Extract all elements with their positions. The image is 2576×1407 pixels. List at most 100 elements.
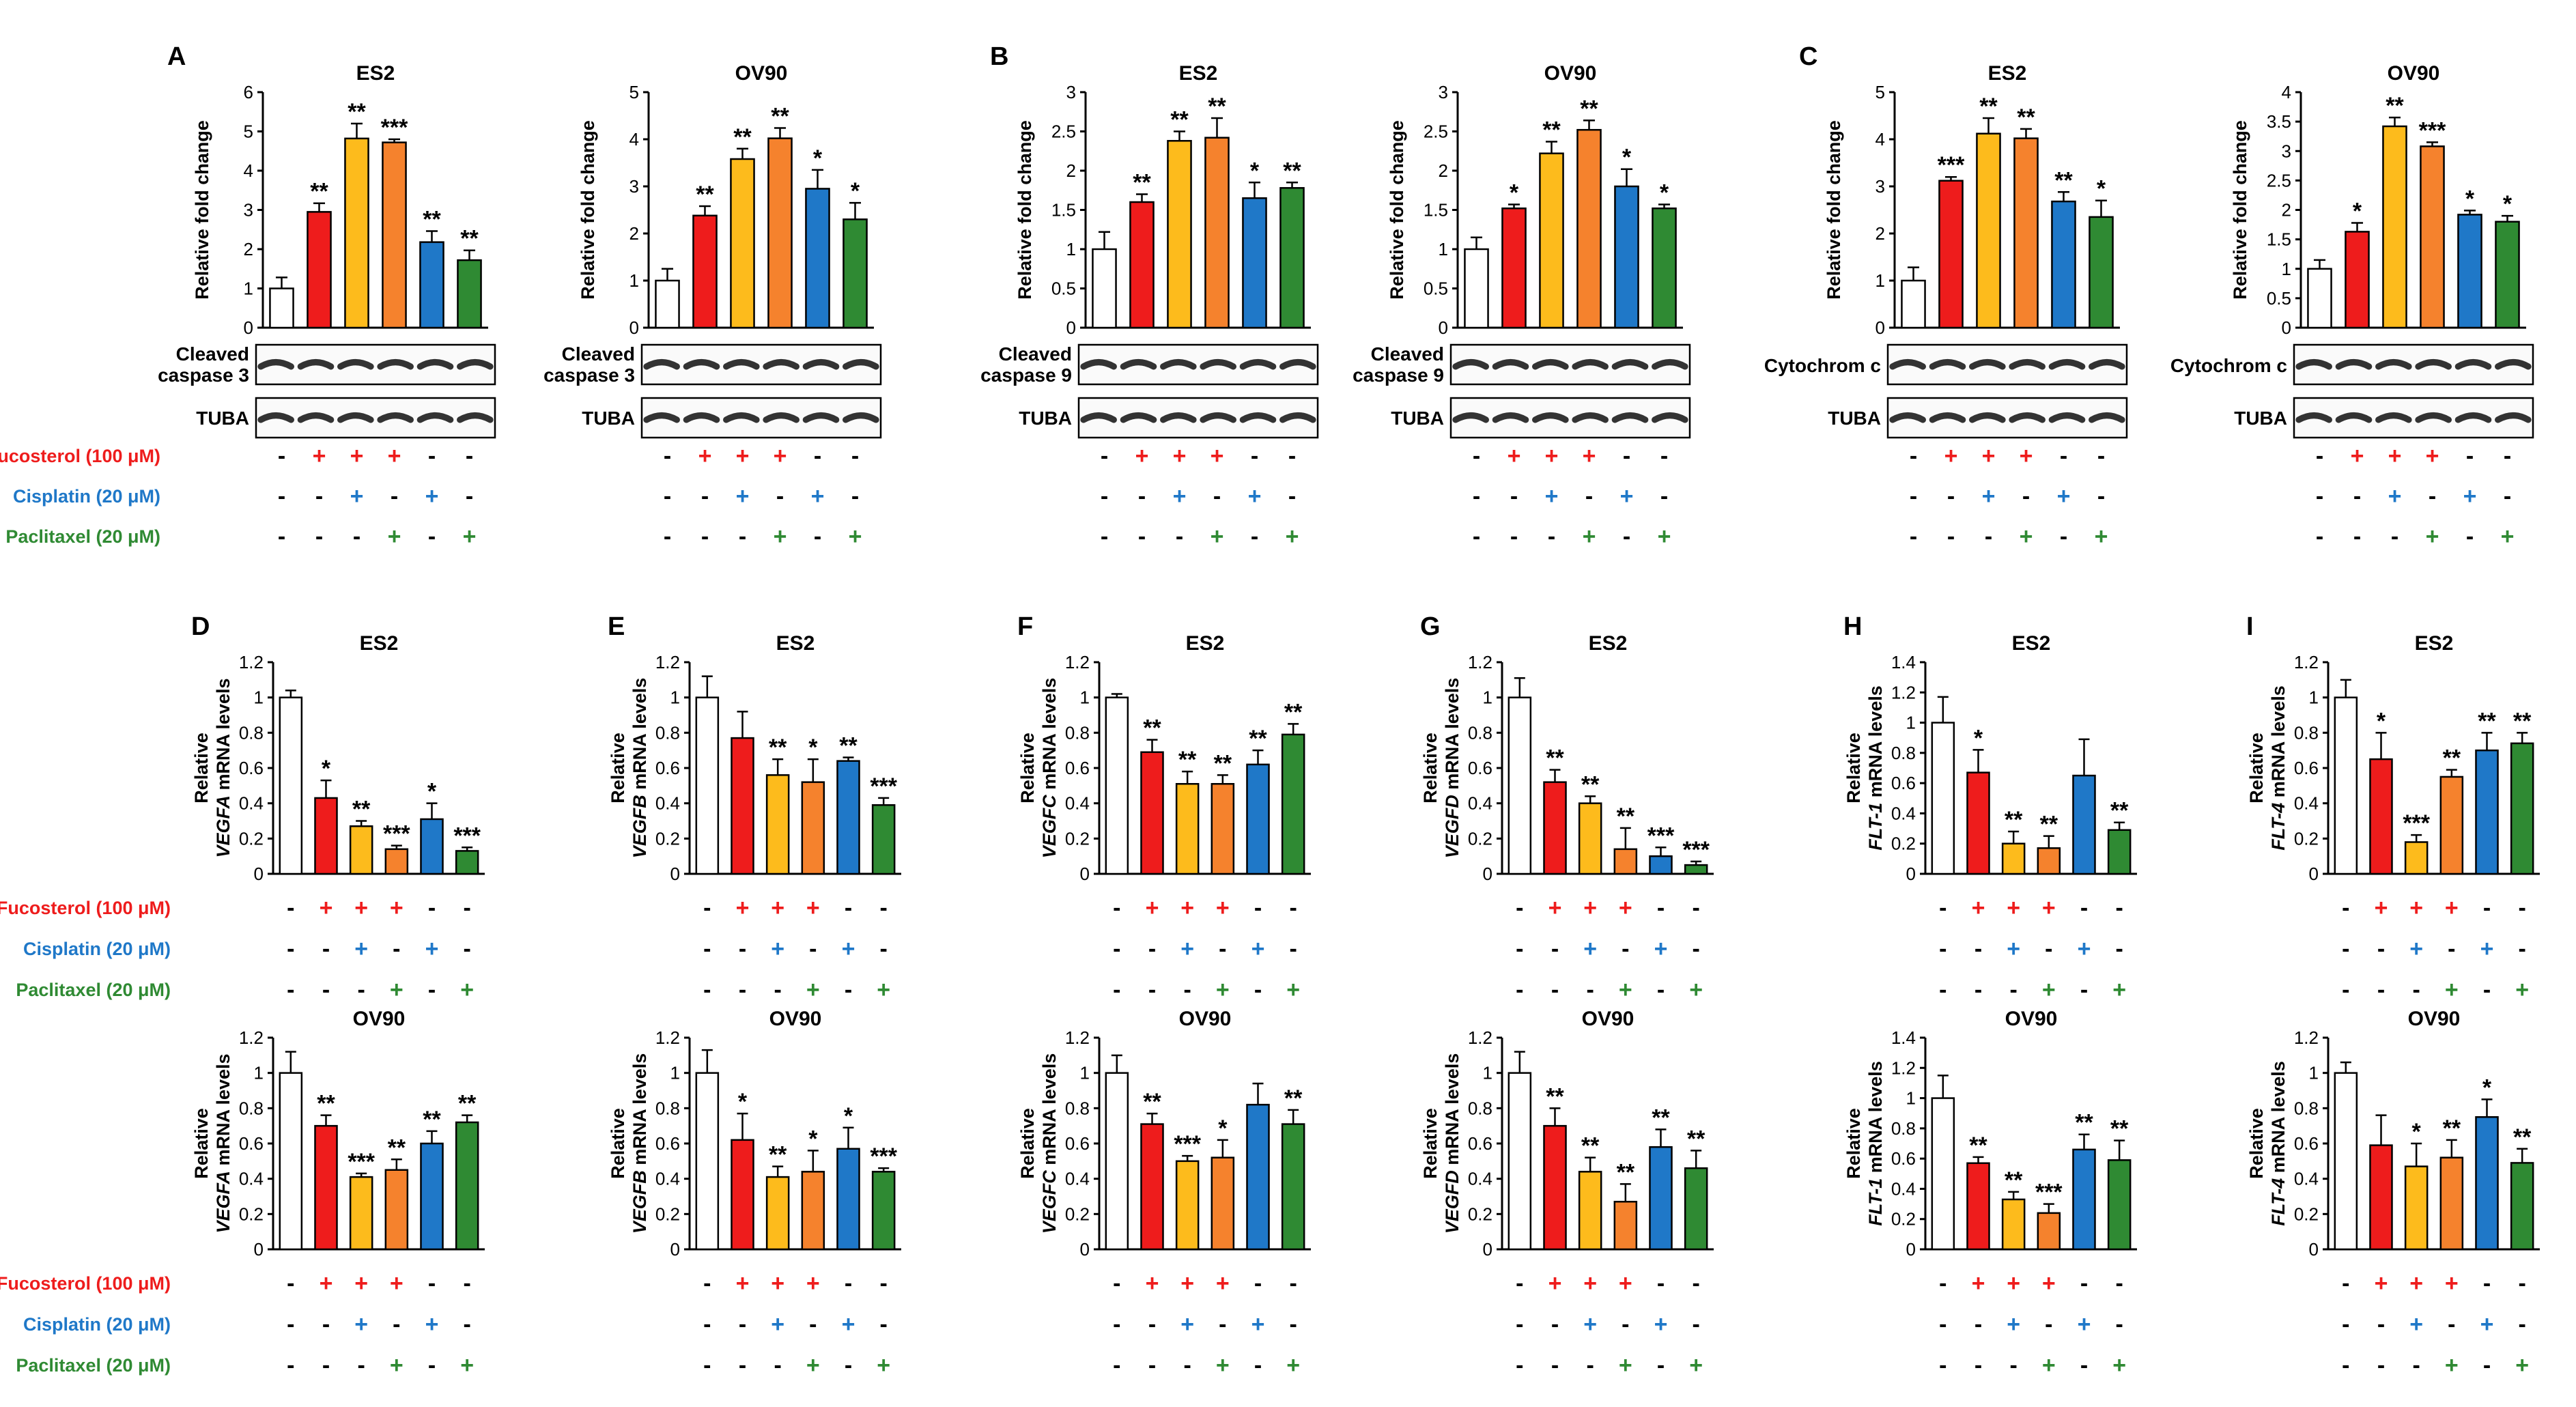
bar [419,241,444,329]
bar [279,1072,303,1251]
treatment-sign: + [1583,1311,1597,1337]
bar [692,214,718,329]
bar [2404,1165,2429,1251]
treatment-sign: - [2413,1352,2420,1378]
significance-mark: ** [2054,167,2073,193]
y-axis-label: Relative fold change [1015,120,1035,300]
bar [2475,749,2499,875]
y-label-line1: Relative [2246,1108,2267,1179]
treatment-sign: - [2353,524,2361,550]
y-tick-label: 0.4 [1065,793,1090,814]
treatment-sign: - [2080,895,2088,921]
bar [871,804,896,875]
significance-mark: *** [2035,1180,2063,1206]
treatment-sign: - [322,1352,330,1378]
treatment-sign: + [390,895,404,921]
blot-band [2495,358,2532,370]
panel-letter: I [2246,612,2254,641]
y-tick-label: 1.2 [1891,682,1916,702]
significance-mark: ** [2005,807,2023,833]
treatment-sign: - [703,895,711,921]
y-tick-label: 0.8 [1065,722,1090,743]
y-tick-label: 4 [1876,129,1885,150]
y-axis-label: RelativeFLT-4 mRNA levels [2246,1061,2289,1226]
treatment-sign: - [1657,1270,1665,1296]
y-label-line1: Relative [1017,733,1038,804]
significance-mark: * [2503,191,2513,217]
bar [384,1169,409,1251]
treatment-sign: - [1251,443,1258,469]
treatment-sign: + [2388,443,2402,469]
treatment-sign: - [428,443,436,469]
y-axis-label: Relative fold change [192,120,212,300]
blot-band [1929,358,1966,370]
blot-band [1279,358,1316,370]
y-tick-label: 4 [2282,82,2291,102]
treatment-sign: + [388,443,401,469]
treatment-sign: + [320,895,333,921]
bar [1578,1171,1602,1251]
y-axis-label: RelativeFLT-1 mRNA levels [1843,1061,1886,1226]
significance-mark: ** [458,1091,477,1117]
treatment-sign: - [1939,1311,1947,1337]
treatment-sign: + [771,895,784,921]
bar [457,259,482,329]
chart-title: ES2 [2012,632,2051,655]
chart-title: ES2 [1186,632,1225,655]
bar [2369,1144,2393,1251]
y-tick-label: 0.5 [2267,288,2291,309]
treatment-sign: + [736,895,750,921]
treatment-sign: + [2409,936,2423,962]
bar [384,848,409,875]
blot-band [763,412,799,423]
bar [2439,776,2464,875]
bar [2051,200,2076,329]
treatment-table: Fucosterol (100 μM) - + + + - -Cisplatin (20 μ… [0,895,474,1003]
treatment-sign: - [1910,524,1917,550]
bar [1175,1160,1200,1251]
treatment-sign: + [2057,483,2071,509]
panel-letter: B [990,42,1008,71]
bar [382,141,407,329]
treatment-sign: - [322,1311,330,1337]
y-label-suffix: mRNA levels [629,1053,650,1171]
treatment-sign: + [1180,936,1194,962]
treatment-sign: + [1548,895,1562,921]
significance-mark: ** [1178,747,1197,773]
y-tick-label: 1.2 [2294,1027,2319,1048]
bar [655,279,680,329]
chart-title: OV90 [769,1008,822,1030]
y-tick-label: 0.4 [1891,1178,1916,1199]
treatment-sign: + [1619,895,1632,921]
treatment-sign: - [2316,443,2323,469]
significance-mark: ** [310,179,328,205]
chart-title: OV90 [2005,1008,2058,1030]
bar [843,218,868,329]
significance-mark: ** [460,226,479,252]
treatment-label-pac: Paclitaxel (20 μM) [5,526,160,547]
blot-label-cleaved_caspase3: Cleaved caspase 3 [158,343,249,386]
treatment-label-pac: Paclitaxel (20 μM) [16,1355,171,1376]
y-axis-label: RelativeVEGFA mRNA levels [191,1053,233,1233]
y-label-line1: Relative [1017,1108,1038,1179]
y-tick-label: 0.6 [1065,1133,1090,1154]
y-tick-label: 3 [629,176,639,197]
y-tick-label: 0.2 [1891,1209,1916,1230]
bar [2107,1159,2132,1251]
y-tick-label: 0 [1439,317,1448,338]
chart-title: ES2 [776,632,815,655]
y-tick-label: 2.5 [1424,122,1448,142]
bar [765,1176,790,1251]
y-tick-label: 1 [2282,259,2291,279]
y-tick-label: 0 [2282,317,2291,338]
y-tick-label: 1 [1906,1088,1916,1109]
blot-frame [640,397,882,439]
treatment-sign: - [428,1352,436,1378]
treatment-sign: + [771,1311,784,1337]
treatment-sign: - [1113,1311,1120,1337]
blot-band [2295,412,2332,423]
bar [1211,783,1235,875]
treatment-sign: - [1473,524,1480,550]
y-tick-label: 0.6 [239,758,264,778]
